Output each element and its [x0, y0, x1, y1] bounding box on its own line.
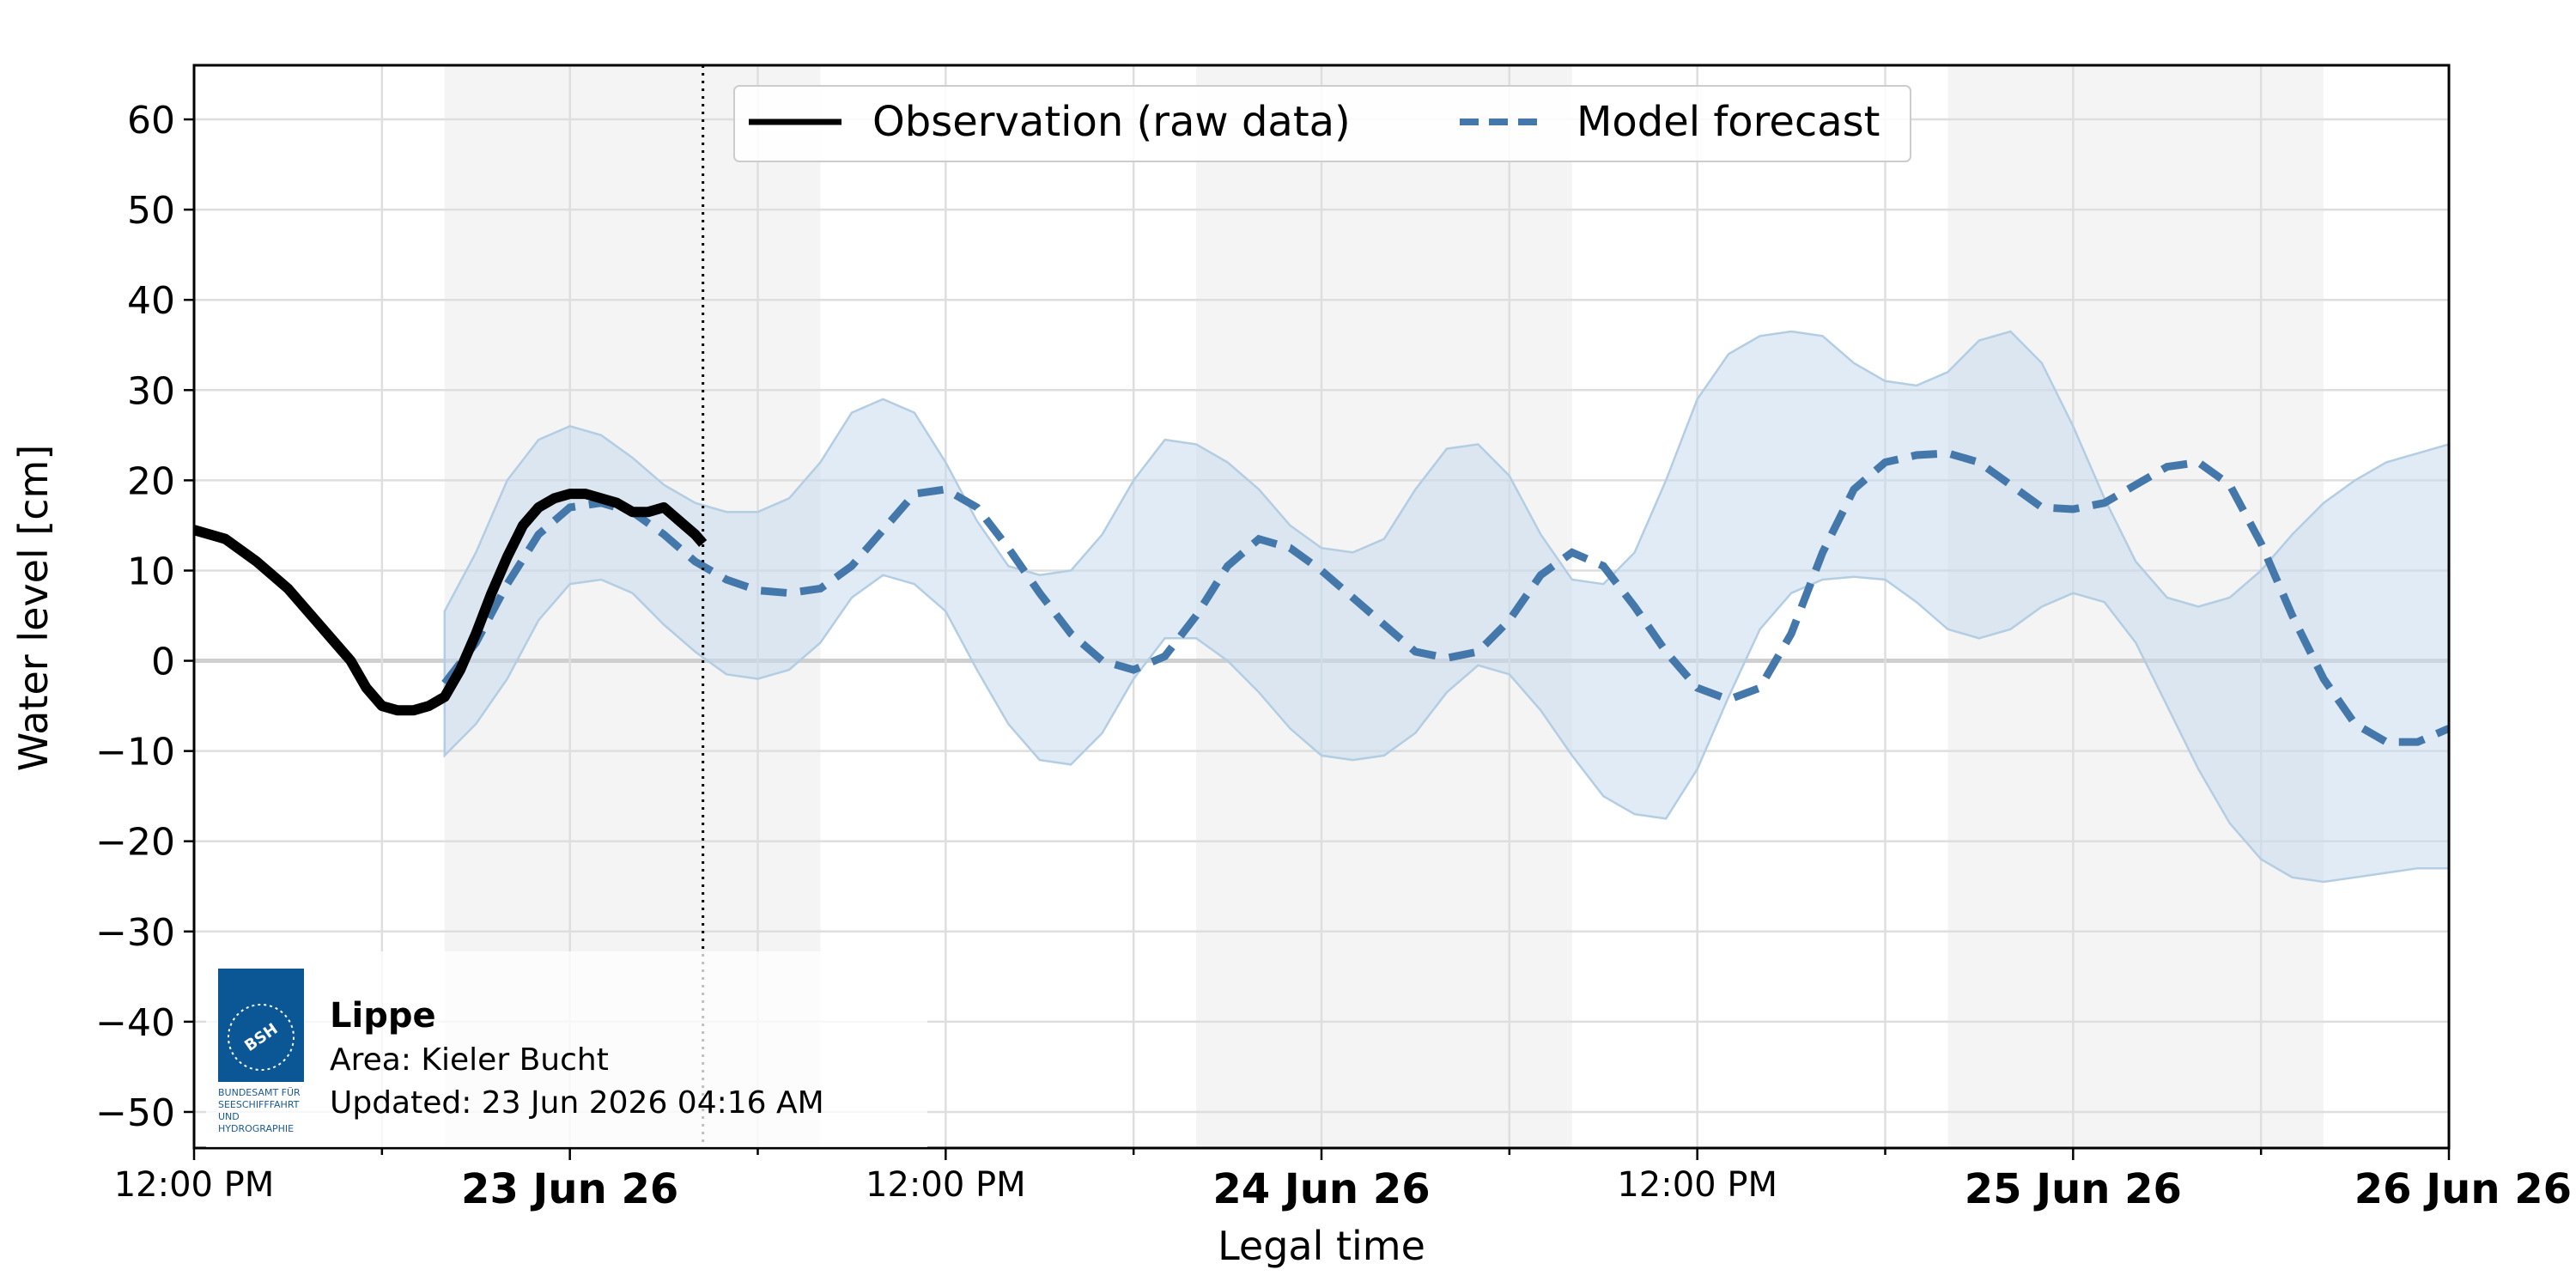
- y-tick-label: 30: [127, 369, 175, 413]
- y-tick-label: −20: [95, 821, 175, 865]
- x-tick-label-date: 23 Jun 26: [461, 1165, 678, 1213]
- plot-frame: [192, 64, 2451, 1150]
- x-tick-label-time: 12:00 PM: [114, 1165, 275, 1205]
- x-axis-label: Legal time: [1218, 1223, 1425, 1269]
- legend-box: [733, 85, 1911, 162]
- logo-square: [218, 969, 304, 1082]
- logo-line-1: BUNDESAMT FÜR: [218, 1087, 301, 1098]
- bsh-logo: BSH BUNDESAMT FÜR SEESCHIFFFAHRT UND HYD…: [218, 969, 304, 1134]
- x-tick-label-date: 25 Jun 26: [1965, 1165, 2182, 1213]
- station-name: Lippe: [330, 996, 436, 1036]
- y-tick-label: 50: [127, 189, 175, 233]
- station-info-box: BSH BUNDESAMT FÜR SEESCHIFFFAHRT UND HYD…: [206, 951, 927, 1147]
- updated-time: Updated: 23 Jun 2026 04:16 AM: [330, 1085, 824, 1121]
- info-box-background: [206, 951, 927, 1147]
- logo-line-4: HYDROGRAPHIE: [218, 1123, 294, 1134]
- model-forecast-line: [441, 449, 2451, 746]
- y-tick-label: −30: [95, 911, 175, 955]
- x-tick-label-time: 12:00 PM: [1617, 1165, 1777, 1205]
- y-tick-label: 10: [127, 550, 175, 593]
- y-tick-label: 20: [127, 459, 175, 503]
- y-tick-label: −10: [95, 731, 175, 775]
- logo-line-2: SEESCHIFFFAHRT: [218, 1099, 300, 1110]
- y-tick-label: 0: [151, 641, 175, 684]
- y-tick-label: −50: [95, 1091, 175, 1135]
- x-tick-label-time: 12:00 PM: [866, 1165, 1026, 1205]
- y-tick-label: −40: [95, 1001, 175, 1045]
- logo-line-3: UND: [218, 1111, 240, 1122]
- logo-ring: [228, 1004, 295, 1071]
- axis-ticks: 60 50 40 30 20 10 0 −10 −20 −30 −40 −50 12:00 PM 12:0…: [95, 99, 2572, 1213]
- y-tick-label: 40: [127, 279, 175, 323]
- legend-label-forecast: Model forecast: [1577, 98, 1880, 146]
- x-tick-label-date: 24 Jun 26: [1212, 1165, 1430, 1213]
- legend: Observation (raw data) Model forecast: [733, 85, 1911, 162]
- x-tick-label-date: 26 Jun 26: [2354, 1165, 2572, 1213]
- y-tick-label: 60: [127, 99, 175, 143]
- legend-label-observation: Observation (raw data): [872, 98, 1351, 146]
- y-axis-label: Water level [cm]: [10, 445, 57, 772]
- station-area: Area: Kieler Bucht: [330, 1042, 609, 1078]
- observation-line: [192, 489, 708, 716]
